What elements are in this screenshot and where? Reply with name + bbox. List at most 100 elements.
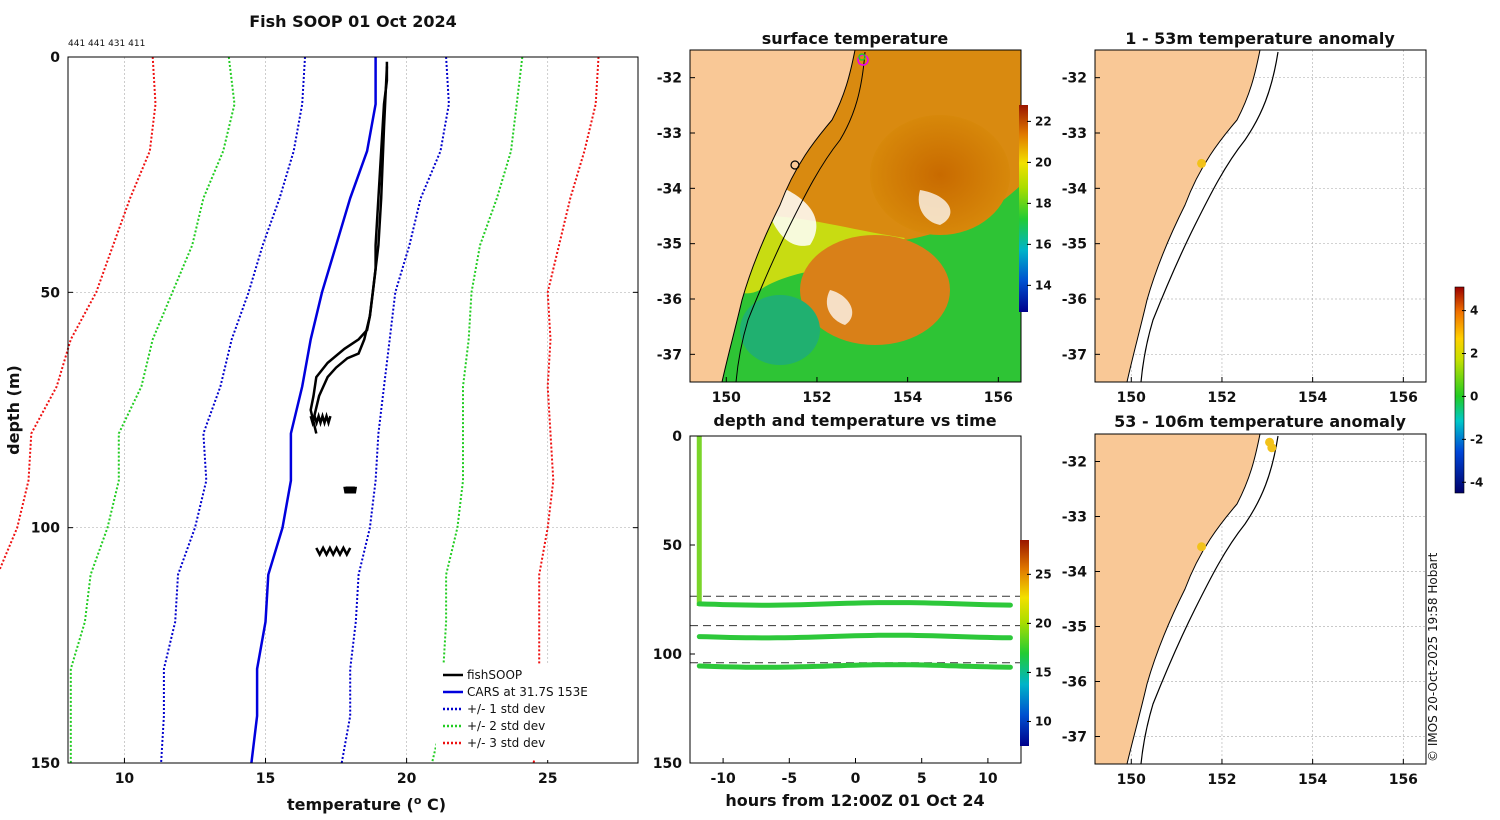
anom2-points: [1197, 437, 1277, 552]
colorbar-tick-label: 4: [1470, 304, 1478, 318]
profile-title: Fish SOOP 01 Oct 2024: [249, 12, 457, 31]
map-ytick-label: -33: [657, 126, 682, 142]
anom1-map: [1095, 50, 1279, 382]
sst-land: [690, 50, 856, 382]
colorbar-tick-label: 18: [1035, 196, 1052, 210]
anom1-ticks: 150 152 154 156 -32 -33 -34 -35 -36 -37: [1062, 71, 1418, 406]
profile-fishsoop-cluster: [315, 545, 352, 558]
anom2-land: [1095, 434, 1261, 764]
map-ytick-label: -36: [1062, 292, 1087, 308]
depth-time-axes-box: [689, 435, 1022, 764]
sst-panel: surface temperature 150 152 154 156 -32 -33 -3…: [657, 29, 1052, 406]
map-ytick-label: -34: [657, 181, 683, 197]
map-xtick-label: 150: [1117, 390, 1146, 406]
legend-label-sd1: +/- 1 std dev: [467, 702, 545, 716]
colorbar-tick-label: 10: [1035, 714, 1052, 728]
anom1-title: 1 - 53m temperature anomaly: [1125, 29, 1395, 48]
profile-sd2-lower-line: [69, 56, 236, 763]
legend-box: [436, 664, 635, 760]
map-ytick-label: -33: [1062, 510, 1087, 526]
sst-cold-eddy: [740, 295, 820, 365]
sst-warm-core: [870, 115, 1010, 235]
profile-fishsoop-down-line: [309, 61, 389, 434]
anom2-title: 53 - 106m temperature anomaly: [1114, 412, 1406, 431]
legend-label-fishsoop: fishSOOP: [467, 668, 522, 682]
depth-time-xtick-label: -5: [782, 771, 798, 787]
anom1-point: [1197, 158, 1207, 168]
profile-legend: fishSOOP CARS at 31.7S 153E +/- 1 std de…: [436, 664, 635, 760]
anom1-axes-box: [1094, 49, 1427, 383]
profile-panel: Fish SOOP 01 Oct 2024 441 441 431 411 10…: [0, 12, 639, 814]
profile-fishsoop-up-line: [312, 66, 389, 420]
sst-title: surface temperature: [762, 29, 949, 48]
sst-colorbar: [1019, 105, 1028, 312]
anomaly-colorbar-ticks: 4 2 0 -2 -4: [1462, 304, 1483, 489]
depth-time-track: [696, 600, 1013, 608]
profile-xlabel: temperature (o C): [287, 794, 446, 814]
map-xtick-label: 154: [1298, 772, 1327, 788]
map-xtick-label: 154: [893, 390, 922, 406]
profile-sd3-lower-line: [0, 56, 157, 572]
map-ytick-label: -35: [1062, 620, 1087, 636]
map-ytick-label: -34: [1062, 565, 1088, 581]
map-ytick-label: -35: [1062, 237, 1087, 253]
profile-ticks: 10 15 20 25 0 50 100 150: [31, 50, 638, 787]
map-xtick-label: 150: [712, 390, 741, 406]
map-xtick-label: 152: [1207, 772, 1236, 788]
profile-sd2-upper-line: [431, 56, 524, 764]
depth-time-colorbar: [1020, 540, 1029, 746]
map-xtick-label: 156: [1389, 772, 1418, 788]
anom1-contour: [1140, 51, 1279, 382]
anom2-contour: [1140, 435, 1279, 764]
colorbar-tick-label: 22: [1035, 114, 1052, 128]
map-ytick-label: -32: [657, 71, 682, 87]
colorbar-tick-label: -4: [1470, 475, 1483, 489]
map-ytick-label: -37: [657, 347, 682, 363]
sst-colorbar-ticks: 22 20 18 16 14: [1027, 114, 1052, 292]
depth-time-track: [696, 662, 1013, 670]
colorbar-tick-label: 14: [1035, 278, 1052, 292]
map-ytick-label: -34: [1062, 181, 1088, 197]
profile-xtick-label: 20: [397, 771, 417, 787]
sst-cloud-gap-3: [826, 290, 853, 325]
anom1-points: [1197, 158, 1207, 168]
map-xtick-label: 152: [802, 390, 831, 406]
map-ytick-label: -32: [1062, 455, 1087, 471]
colorbar-tick-label: 20: [1035, 616, 1052, 630]
depth-time-panel: depth and temperature vs time -10 -5 0 5 100…: [653, 411, 1052, 810]
credit-text: © IMOS 20-Oct-2025 19:58 Hobart: [1426, 552, 1440, 762]
colorbar-tick-label: -2: [1470, 432, 1483, 446]
colorbar-tick-label: 15: [1035, 665, 1052, 679]
legend-label-sd3: +/- 3 std dev: [467, 736, 545, 750]
anom1-panel: 1 - 53m temperature anomaly 150 152 154 156…: [1062, 29, 1427, 406]
profile-xtick-label: 10: [115, 771, 135, 787]
depth-time-ytick-label: 50: [663, 538, 683, 554]
map-xtick-label: 152: [1207, 390, 1236, 406]
profile-lines: [0, 56, 600, 764]
map-ytick-label: -33: [1062, 126, 1087, 142]
profile-ytick-label: 0: [50, 50, 60, 66]
profile-ytick-label: 100: [31, 521, 60, 537]
profile-axes-box: [67, 56, 639, 764]
legend-label-cars: CARS at 31.7S 153E: [467, 685, 588, 699]
map-xtick-label: 154: [1298, 390, 1327, 406]
depth-time-colorbar-ticks: 25 20 15 10: [1027, 567, 1052, 728]
profile-ylabel: depth (m): [4, 365, 23, 455]
depth-time-content: [690, 436, 1021, 670]
depth-time-ytick-label: 0: [672, 429, 682, 445]
sst-station-marker: [790, 160, 800, 170]
anom2-panel: 53 - 106m temperature anomaly 150 152 154 1…: [1062, 286, 1483, 788]
colorbar-tick-label: 20: [1035, 155, 1052, 169]
sst-map: [690, 50, 1021, 382]
profile-cars-line: [250, 57, 377, 764]
depth-time-ytick-label: 150: [653, 756, 682, 772]
sst-warm-eddy: [800, 235, 950, 345]
depth-time-xtick-label: 10: [978, 771, 998, 787]
sst-ticks: 150 152 154 156 -32 -33 -34 -35 -36 -37: [657, 71, 1013, 406]
profile-xtick-label: 15: [256, 771, 275, 787]
profile-fishsoop-cluster: [309, 411, 332, 428]
depth-time-ytick-label: 100: [653, 647, 682, 663]
anomaly-colorbar: [1454, 286, 1465, 494]
colorbar-tick-label: 16: [1035, 237, 1052, 251]
